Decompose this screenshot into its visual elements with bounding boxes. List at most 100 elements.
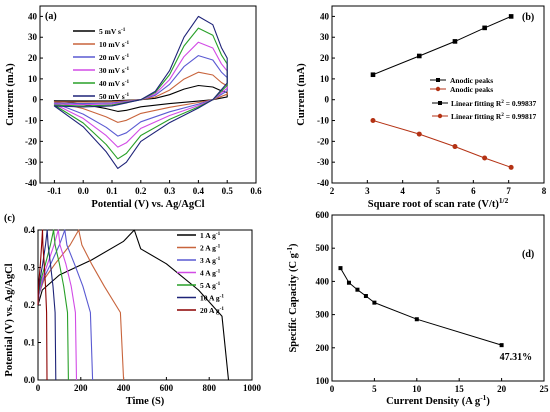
cv-curve-4 xyxy=(53,27,228,160)
y-tick-label: -20 xyxy=(25,136,37,146)
data-point xyxy=(508,164,514,170)
y-tick-label: 300 xyxy=(316,310,330,320)
x-tick-label: 400 xyxy=(117,383,131,393)
x-tick-label: 0.1 xyxy=(106,186,118,196)
legend-entry: Anodic peaks xyxy=(450,76,493,85)
x-tick-label: 800 xyxy=(202,383,216,393)
x-tick-label: 25 xyxy=(540,384,550,394)
x-tick-label: 0 xyxy=(36,383,41,393)
cv-curve-3 xyxy=(53,41,228,148)
data-point xyxy=(416,53,422,59)
y-tick-label: -10 xyxy=(25,116,37,126)
y-tick-label: 30 xyxy=(320,32,330,42)
legend-entry: 30 mV s-1 xyxy=(99,66,129,75)
x-tick-label: 3 xyxy=(365,186,370,196)
x-tick-label: 8 xyxy=(542,186,547,196)
x-tick-label: 0.0 xyxy=(78,186,90,196)
cv-curve-5 xyxy=(53,15,228,169)
data-point xyxy=(452,39,458,44)
x-axis-label: Square root of scan rate (V/t)1/2 xyxy=(368,196,509,211)
y-tick-label: -30 xyxy=(25,157,37,167)
x-tick-label: 6 xyxy=(471,186,476,196)
plot-frame xyxy=(39,5,257,184)
legend-entry: 4 A g-1 xyxy=(200,269,221,278)
y-axis-label: Potential (V) vs. Ag/AgCl xyxy=(4,263,15,376)
x-tick-label: 4 xyxy=(400,186,405,196)
data-point xyxy=(372,300,377,305)
x-tick-label: 200 xyxy=(74,383,88,393)
data-point xyxy=(499,343,504,348)
legend-entry: 20 mV s-1 xyxy=(99,53,129,62)
legend-marker xyxy=(437,113,443,119)
legend-entry: 40 mV s-1 xyxy=(99,79,129,88)
y-tick-label: 500 xyxy=(316,243,330,253)
retention-annotation: 47.31% xyxy=(500,352,532,363)
x-tick-label: 15 xyxy=(455,384,465,394)
x-tick-label: -0.1 xyxy=(47,186,62,196)
y-tick-label: 200 xyxy=(316,343,330,353)
x-tick-label: 0.2 xyxy=(135,186,147,196)
y-tick-label: 400 xyxy=(316,276,330,286)
y-tick-label: 30 xyxy=(28,32,38,42)
y-tick-label: 100 xyxy=(316,376,330,386)
fit-line-0 xyxy=(372,15,512,76)
y-tick-label: 0.3 xyxy=(24,263,36,273)
panel-c-axes: 0 200 400 600 800 1000 0.0 0.1 0.2 0.3 0.4 (c) Time … xyxy=(4,213,262,407)
y-tick-label: 0.2 xyxy=(24,300,36,310)
panel-label: (c) xyxy=(4,213,15,224)
x-axis-label: Potential (V) vs. Ag/AgCl xyxy=(91,199,204,210)
y-tick-label: 10 xyxy=(320,74,330,84)
y-tick-label: 0.1 xyxy=(24,338,36,348)
x-tick-label: 0.5 xyxy=(222,186,234,196)
legend-marker xyxy=(435,86,441,92)
x-tick-label: 600 xyxy=(160,383,174,393)
legend-entry: 1 A g-1 xyxy=(200,231,221,240)
y-tick-label: 0 xyxy=(325,95,330,105)
fit-legend-entry: Linear fitting R2 = 0.99817 xyxy=(451,112,537,121)
legend-entry: 5 A g-1 xyxy=(200,281,221,290)
capacity-line xyxy=(340,267,502,346)
panel-label: (b) xyxy=(522,12,534,23)
x-axis-label: Current Density (A g-1) xyxy=(386,393,490,408)
y-tick-label: 10 xyxy=(28,74,38,84)
y-tick-label: 0 xyxy=(33,95,38,105)
gcd-curve-1 xyxy=(37,229,125,381)
legend-entry: 5 mV s-1 xyxy=(99,27,126,36)
y-tick-label: 0.4 xyxy=(24,225,36,235)
x-tick-label: 0.4 xyxy=(193,186,205,196)
panel-label: (d) xyxy=(522,249,534,260)
plot-frame xyxy=(331,214,545,382)
plot-frame xyxy=(331,5,545,184)
data-point xyxy=(452,144,458,150)
y-tick-label: -40 xyxy=(317,178,329,188)
y-tick-label: 40 xyxy=(320,11,330,21)
legend-entry: Anodic peaks xyxy=(450,85,493,94)
x-tick-label: 0 xyxy=(330,384,335,394)
panel-d-axes: 0 5 10 15 20 25 100 200 300 400 500 600 (d) Current D… xyxy=(285,210,550,407)
data-point xyxy=(508,14,514,19)
data-point xyxy=(482,25,487,31)
y-tick-label: -20 xyxy=(317,136,329,146)
fit-line-1 xyxy=(372,120,512,168)
x-tick-label: 0.3 xyxy=(164,186,176,196)
data-point xyxy=(370,118,376,124)
y-axis-label: Specific Capacity (C g-1) xyxy=(285,243,300,353)
gcd-curve-3 xyxy=(37,229,78,381)
legend-entry: 20 A g-1 xyxy=(200,306,224,315)
x-tick-label: 5 xyxy=(372,384,377,394)
cv-curve-1 xyxy=(53,71,228,123)
panel-a-axes: -0.1 0.0 0.1 0.2 0.3 0.4 0.5 0.6 -40 -30 -20 -10 0 10… xyxy=(5,5,262,210)
data-point xyxy=(363,294,368,299)
data-point xyxy=(370,72,376,78)
y-tick-label: -30 xyxy=(317,157,329,167)
data-point xyxy=(482,155,488,161)
y-tick-label: 600 xyxy=(316,210,330,220)
data-point xyxy=(414,317,419,322)
gcd-curve-4 xyxy=(37,229,69,381)
y-tick-label: 40 xyxy=(28,11,38,21)
x-tick-label: 20 xyxy=(497,384,507,394)
x-tick-label: 1000 xyxy=(243,383,262,393)
fit-legend-entry: Linear fitting R2 = 0.99837 xyxy=(451,99,537,108)
legend-entry: 10 mV s-1 xyxy=(99,40,129,49)
